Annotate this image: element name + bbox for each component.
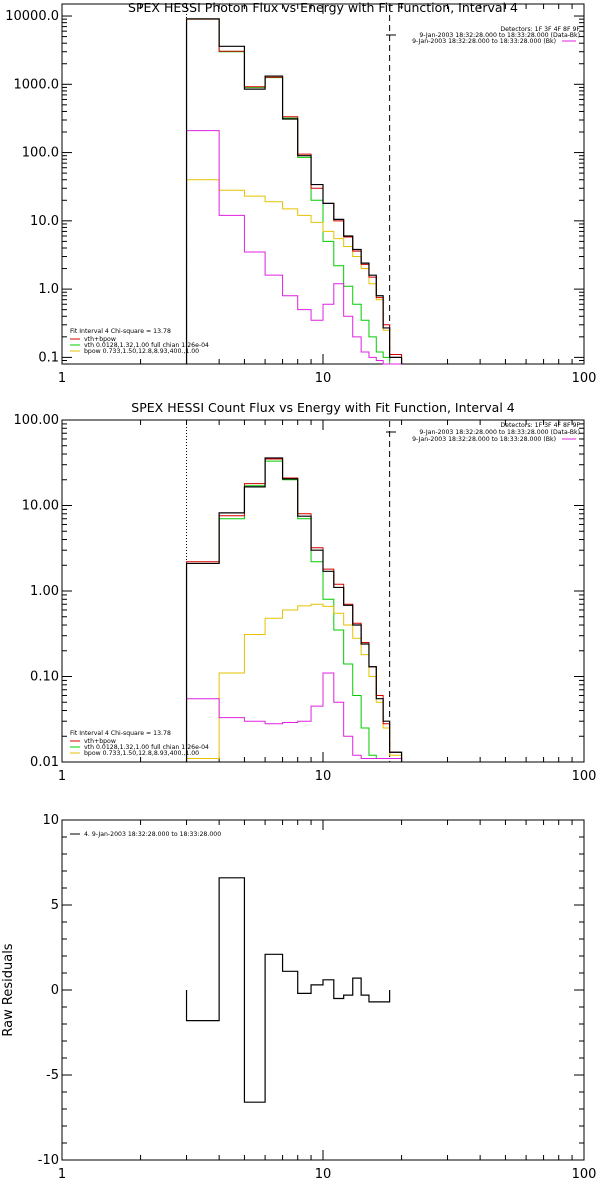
count-flux-x-tick-label: 1 xyxy=(58,769,66,784)
photon-flux-x-tick-label: 10 xyxy=(315,371,332,386)
photon-flux-data-interval-label: 9-Jan-2003 18:32:28.000 to 18:33:28.000 … xyxy=(419,32,580,39)
photon-flux-x-tick-label: 100 xyxy=(572,371,597,386)
photon-flux-y-tick-label: 1.0 xyxy=(38,282,59,297)
bpow-series-line xyxy=(186,179,403,364)
count-flux-x-tick-label: 10 xyxy=(315,769,332,784)
bpow-series-line xyxy=(186,603,403,762)
count-flux-total-legend-label: vth+bpow xyxy=(84,738,116,745)
residuals-x-tick-labels: 1 10 100 xyxy=(58,1167,597,1182)
count-flux-y-tick-labels: 0.01 0.10 1.00 10.00 100.00 xyxy=(14,413,60,770)
count-flux-y-tick-label: 10.00 xyxy=(22,499,59,514)
residuals-y-axis-label: Raw Residuals xyxy=(1,943,16,1036)
residuals-x-tick-label: 1 xyxy=(58,1167,66,1182)
data-series-line xyxy=(185,877,391,1103)
count-flux-data-interval-label: 9-Jan-2003 18:32:28.000 to 18:33:28.000 … xyxy=(419,429,580,436)
photon-flux-fit-label: Fit Interval 4 Chi-square = 13.78 xyxy=(70,328,171,335)
residuals-y-tick-label: -5 xyxy=(46,1068,59,1083)
count-flux-x-tick-label: 100 xyxy=(572,769,597,784)
photon-flux-bk-interval-label: 9-Jan-2003 18:32:28.000 to 18:33:28.000 … xyxy=(412,38,556,45)
residuals-x-tick-label: 100 xyxy=(572,1167,597,1182)
count-flux-bk-interval-label: 9-Jan-2003 18:32:28.000 to 18:33:28.000 … xyxy=(412,436,556,443)
data-series-line xyxy=(185,457,403,762)
photon-flux-y-tick-labels: 0.1 1.0 10.0 100.0 1000.0 10000.0 xyxy=(5,9,59,365)
count-flux-bpow-legend-label: bpow 0.733,1.50,12.8,8.93,400.,1.00 xyxy=(84,750,199,757)
count-flux-panel: SPEX HESSI Count Flux vs Energy with Fit… xyxy=(14,400,597,784)
photon-flux-panel: SPEX HESSI Photon Flux vs Energy with Fi… xyxy=(5,0,596,386)
residuals-series xyxy=(185,877,391,1103)
data-series-line xyxy=(185,18,403,364)
photon-flux-bpow-legend-label: bpow 0.733,1.50,12.8,8.93,400.,1.00 xyxy=(84,348,199,355)
photon-flux-annotations-top: Detectors: 1F 3F 4F 8F 9F 9-Jan-2003 18:… xyxy=(386,26,580,45)
photon-flux-vth-legend-label: vth 0.0128,1.32,1.00 full chian 1.26e-04 xyxy=(84,342,209,349)
count-flux-series xyxy=(185,457,403,762)
photon-flux-annotations-bottom: Fit Interval 4 Chi-square = 13.78 vth+bp… xyxy=(70,328,209,355)
count-flux-detectors-label: Detectors: 1F 3F 4F 8F 9F xyxy=(500,422,580,429)
count-flux-annotations-top: Detectors: 1F 3F 4F 8F 9F 9-Jan-2003 18:… xyxy=(386,422,580,443)
count-flux-x-tick-labels: 1 10 100 xyxy=(58,769,597,784)
background-series-line xyxy=(186,130,402,365)
residuals-y-tick-label: 10 xyxy=(42,813,59,828)
photon-flux-x-tick-labels: 1 10 100 xyxy=(58,371,597,386)
residuals-y-tick-label: -10 xyxy=(38,1153,59,1168)
count-flux-annotations-bottom: Fit Interval 4 Chi-square = 13.78 vth+bp… xyxy=(70,730,209,757)
photon-flux-y-tick-label: 100.0 xyxy=(22,146,59,161)
photon-flux-y-tick-label: 10.0 xyxy=(30,214,59,229)
vth-series-line xyxy=(186,18,402,365)
photon-flux-y-tick-label: 1000.0 xyxy=(14,77,60,92)
count-flux-energy-range-markers xyxy=(186,421,391,762)
count-flux-y-tick-label: 100.00 xyxy=(14,413,60,428)
residuals-x-tick-label: 10 xyxy=(315,1167,332,1182)
photon-flux-total-legend-label: vth+bpow xyxy=(84,336,116,343)
residuals-panel: Raw Residuals -10 -5 0 5 10 1 10 100 4. … xyxy=(1,813,596,1182)
count-flux-ticks xyxy=(61,419,585,763)
count-flux-y-tick-label: 0.01 xyxy=(30,755,59,770)
count-flux-fit-label: Fit Interval 4 Chi-square = 13.78 xyxy=(70,730,171,737)
photon-flux-ticks xyxy=(61,4,585,365)
photon-flux-y-tick-label: 10000.0 xyxy=(5,9,59,24)
count-flux-y-tick-label: 0.10 xyxy=(30,670,59,685)
photon-flux-x-tick-label: 1 xyxy=(58,371,66,386)
vth-series-line xyxy=(186,460,403,762)
residuals-ticks xyxy=(61,819,585,1161)
photon-flux-series xyxy=(185,18,403,365)
photon-flux-detectors-label: Detectors: 1F 3F 4F 8F 9F xyxy=(500,26,580,33)
photon-flux-y-tick-label: 0.1 xyxy=(38,350,59,365)
count-flux-title: SPEX HESSI Count Flux vs Energy with Fit… xyxy=(131,400,514,415)
count-flux-vth-legend-label: vth 0.0128,1.32,1.00 full chian 1.26e-04 xyxy=(84,744,209,751)
residuals-y-tick-label: 5 xyxy=(51,898,59,913)
background-series-line xyxy=(186,672,403,762)
residuals-y-tick-label: 0 xyxy=(51,983,59,998)
residuals-legend-label: 4. 9-Jan-2003 18:32:28.000 to 18:33:28.0… xyxy=(84,831,221,838)
count-flux-y-tick-label: 1.00 xyxy=(30,584,59,599)
residuals-y-tick-labels: -10 -5 0 5 10 xyxy=(38,813,59,1168)
